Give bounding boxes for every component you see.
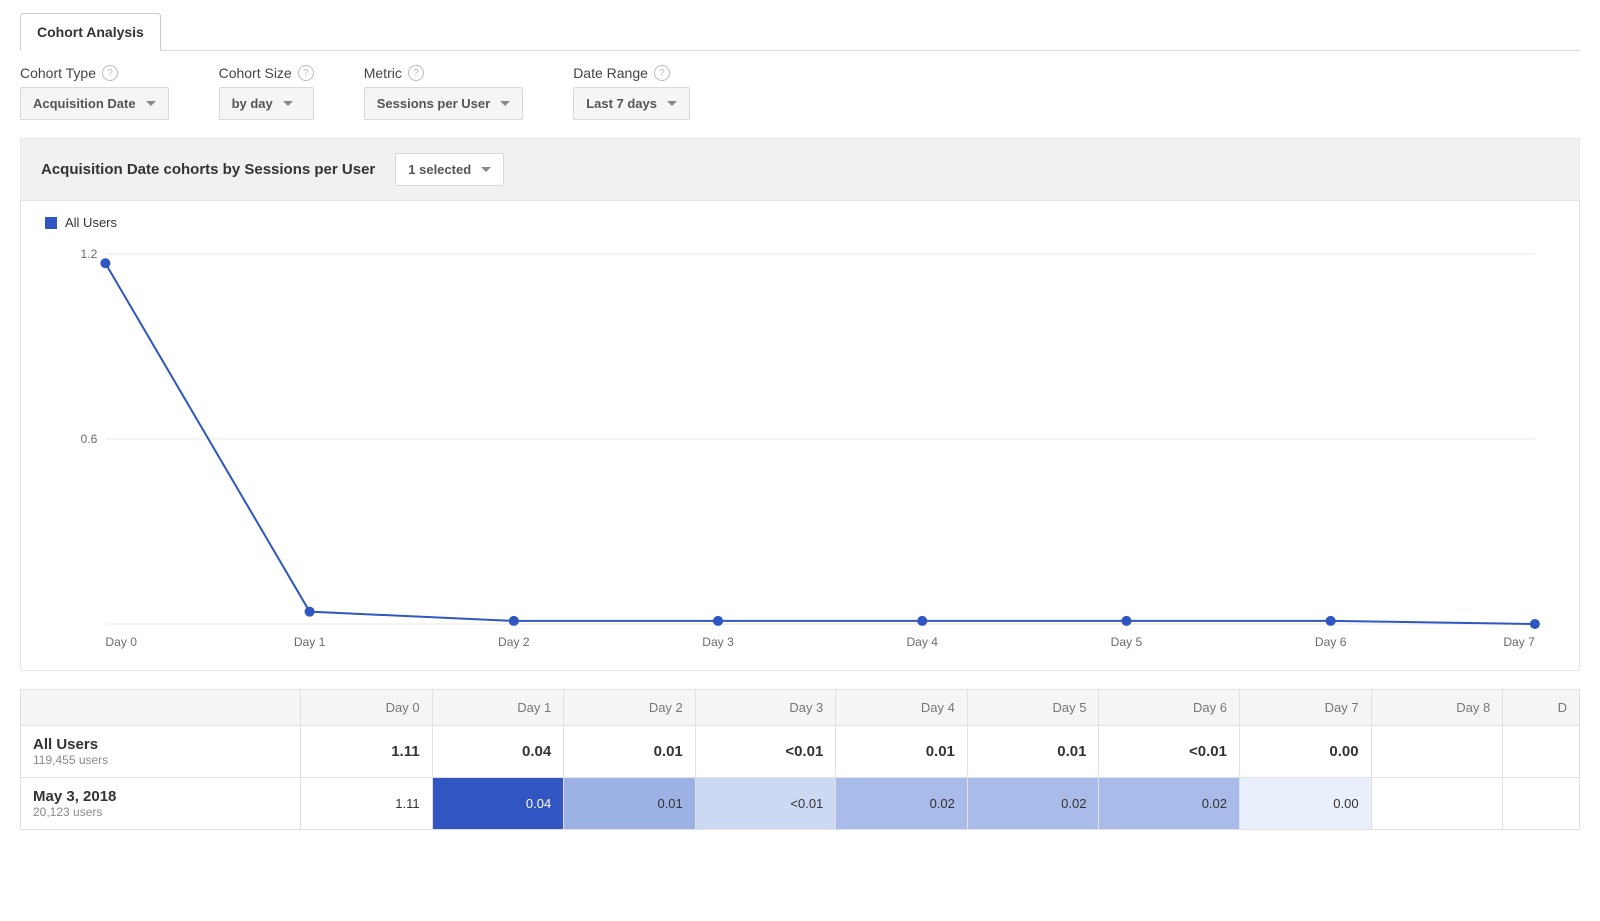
data-cell: 0.02 — [836, 778, 968, 830]
summary-cell: 0.00 — [1240, 726, 1372, 778]
summary-cell: 1.11 — [301, 726, 433, 778]
data-cell: 0.04 — [432, 778, 564, 830]
chevron-down-icon — [146, 101, 156, 106]
chart-card: Acquisition Date cohorts by Sessions per… — [20, 138, 1580, 671]
row-label: All Users119,455 users — [21, 726, 301, 778]
summary-cell: 0.01 — [836, 726, 968, 778]
table-header: D — [1503, 690, 1580, 726]
select-cohort-type[interactable]: Acquisition Date — [20, 87, 169, 120]
table-row-summary: All Users119,455 users1.110.040.01<0.010… — [21, 726, 1580, 778]
svg-text:Day 2: Day 2 — [498, 635, 530, 649]
tab-strip: Cohort Analysis — [20, 12, 1580, 51]
table-row: May 3, 201820,123 users1.110.040.01<0.01… — [21, 778, 1580, 830]
table-header: Day 8 — [1371, 690, 1503, 726]
data-cell: 1.11 — [301, 778, 433, 830]
table-header: Day 7 — [1240, 690, 1372, 726]
data-cell: 0.02 — [967, 778, 1099, 830]
svg-text:Day 0: Day 0 — [105, 635, 137, 649]
label-metric: Metric ? — [364, 65, 523, 81]
summary-cell: 0.01 — [967, 726, 1099, 778]
summary-cell: 0.01 — [564, 726, 696, 778]
select-date-range[interactable]: Last 7 days — [573, 87, 690, 120]
table-header: Day 6 — [1099, 690, 1240, 726]
summary-cell — [1371, 726, 1503, 778]
help-icon[interactable]: ? — [408, 65, 424, 81]
table-header: Day 0 — [301, 690, 433, 726]
summary-cell: <0.01 — [1099, 726, 1240, 778]
svg-text:Day 7: Day 7 — [1503, 635, 1535, 649]
chart-title: Acquisition Date cohorts by Sessions per… — [41, 161, 375, 178]
table-header: Day 2 — [564, 690, 696, 726]
legend-label: All Users — [65, 215, 117, 230]
svg-text:Day 4: Day 4 — [906, 635, 938, 649]
label-cohort-type: Cohort Type ? — [20, 65, 169, 81]
table-header: Day 3 — [695, 690, 836, 726]
table-header: Day 4 — [836, 690, 968, 726]
table-corner — [21, 690, 301, 726]
summary-cell: 0.04 — [432, 726, 564, 778]
label-date-range: Date Range ? — [573, 65, 690, 81]
tab-cohort-analysis[interactable]: Cohort Analysis — [20, 13, 161, 51]
line-chart: 0.6 1.2 Day 0 Day 1 Day 2 Day 3 Day 4 Day 5 Day … — [45, 234, 1555, 654]
data-cell: 0.02 — [1099, 778, 1240, 830]
svg-text:Day 5: Day 5 — [1111, 635, 1143, 649]
help-icon[interactable]: ? — [102, 65, 118, 81]
chevron-down-icon — [500, 101, 510, 106]
summary-cell — [1503, 726, 1580, 778]
data-cell — [1503, 778, 1580, 830]
row-label: May 3, 201820,123 users — [21, 778, 301, 830]
chart-legend: All Users — [21, 201, 1579, 230]
select-series[interactable]: 1 selected — [395, 153, 504, 186]
svg-text:1.2: 1.2 — [81, 247, 98, 261]
chevron-down-icon — [283, 101, 293, 106]
data-cell — [1371, 778, 1503, 830]
svg-text:0.6: 0.6 — [81, 432, 98, 446]
data-cell: 0.01 — [564, 778, 696, 830]
summary-cell: <0.01 — [695, 726, 836, 778]
legend-swatch — [45, 217, 57, 229]
chevron-down-icon — [667, 101, 677, 106]
label-cohort-size: Cohort Size ? — [219, 65, 314, 81]
select-metric[interactable]: Sessions per User — [364, 87, 523, 120]
select-cohort-size[interactable]: by day — [219, 87, 314, 120]
data-cell: <0.01 — [695, 778, 836, 830]
data-cell: 0.00 — [1240, 778, 1372, 830]
svg-text:Day 6: Day 6 — [1315, 635, 1347, 649]
table-header: Day 5 — [967, 690, 1099, 726]
cohort-table: Day 0Day 1Day 2Day 3Day 4Day 5Day 6Day 7… — [20, 689, 1580, 830]
svg-text:Day 1: Day 1 — [294, 635, 326, 649]
help-icon[interactable]: ? — [298, 65, 314, 81]
chevron-down-icon — [481, 167, 491, 172]
table-header: Day 1 — [432, 690, 564, 726]
control-bar: Cohort Type ? Acquisition Date Cohort Si… — [20, 65, 1580, 120]
help-icon[interactable]: ? — [654, 65, 670, 81]
svg-text:Day 3: Day 3 — [702, 635, 734, 649]
